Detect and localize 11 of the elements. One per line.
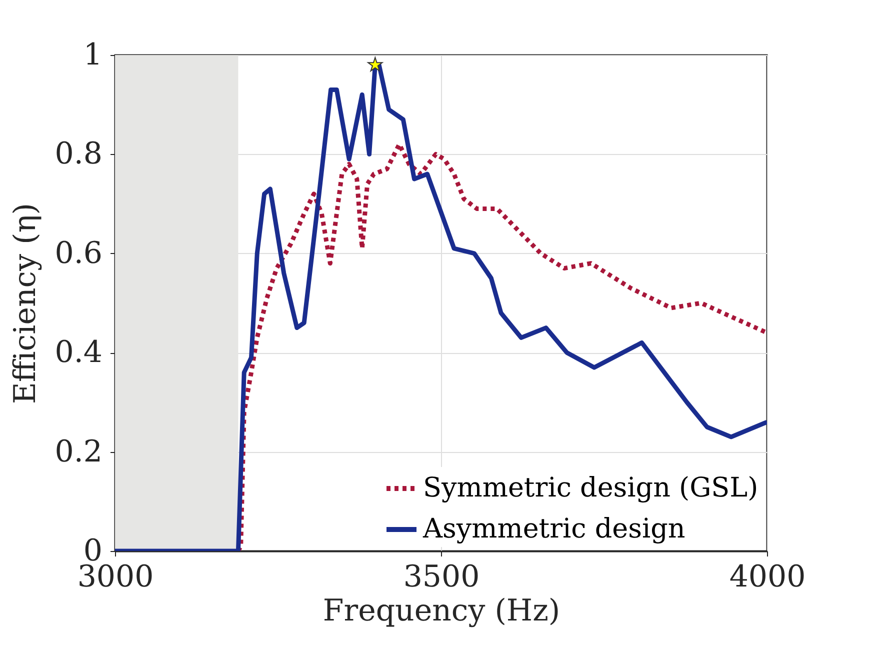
y-tick-label: 0.2 — [54, 434, 102, 470]
y-tick-label: 0.6 — [54, 236, 102, 271]
x-axis-title: Frequency (Hz) — [322, 594, 560, 628]
x-tick-label: 3500 — [403, 560, 480, 594]
x-tick-label: 4000 — [729, 560, 806, 594]
legend-label: Asymmetric design — [422, 514, 686, 544]
y-axis-title: Efficiency (η) — [8, 203, 43, 404]
y-tick-label: 0.4 — [54, 335, 102, 370]
y-tick-label: 0.8 — [54, 136, 102, 172]
legend-label: Symmetric design (GSL) — [423, 472, 758, 504]
y-tick-label: 1 — [83, 38, 102, 72]
